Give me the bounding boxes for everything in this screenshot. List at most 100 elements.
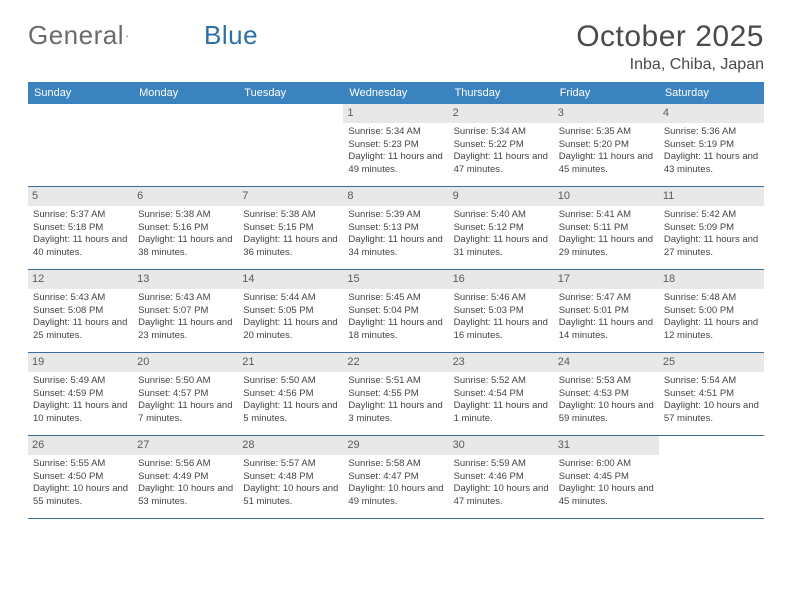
day-detail-line: Sunrise: 5:56 AM [138,458,233,471]
day-detail-line: Sunset: 4:59 PM [33,388,128,401]
day-cell: 19Sunrise: 5:49 AMSunset: 4:59 PMDayligh… [28,353,133,435]
day-detail-line: Sunrise: 5:50 AM [138,375,233,388]
day-detail-line: Daylight: 11 hours and 38 minutes. [138,234,233,260]
day-detail-line: Sunrise: 5:40 AM [454,209,549,222]
day-number: 10 [554,187,659,206]
day-number: 12 [28,270,133,289]
day-detail-line: Sunrise: 5:41 AM [559,209,654,222]
day-cell: 17Sunrise: 5:47 AMSunset: 5:01 PMDayligh… [554,270,659,352]
day-detail-line: Sunset: 5:18 PM [33,222,128,235]
day-detail-line: Daylight: 11 hours and 1 minute. [454,400,549,426]
day-detail-line: Sunset: 4:49 PM [138,471,233,484]
day-detail-line: Sunset: 5:13 PM [348,222,443,235]
weekday-header: Thursday [449,82,554,104]
day-cell: 22Sunrise: 5:51 AMSunset: 4:55 PMDayligh… [343,353,448,435]
day-number: 3 [554,104,659,123]
day-number: 2 [449,104,554,123]
day-detail-line: Sunrise: 5:47 AM [559,292,654,305]
day-number: 4 [659,104,764,123]
day-detail-line: Sunset: 5:03 PM [454,305,549,318]
logo-text-1: General [28,20,124,51]
day-detail-line: Sunset: 4:48 PM [243,471,338,484]
day-number: 19 [28,353,133,372]
day-detail-line: Sunset: 4:50 PM [33,471,128,484]
day-detail-line: Sunset: 4:51 PM [664,388,759,401]
day-detail-line: Sunset: 5:19 PM [664,139,759,152]
day-number: 9 [449,187,554,206]
day-detail-line: Daylight: 11 hours and 27 minutes. [664,234,759,260]
day-detail-line: Sunset: 5:20 PM [559,139,654,152]
day-detail-line: Daylight: 10 hours and 55 minutes. [33,483,128,509]
day-detail-line: Sunrise: 5:38 AM [243,209,338,222]
weekday-header: Saturday [659,82,764,104]
day-detail-line: Sunrise: 5:57 AM [243,458,338,471]
day-detail-line: Daylight: 11 hours and 10 minutes. [33,400,128,426]
day-detail-line: Daylight: 10 hours and 47 minutes. [454,483,549,509]
day-cell: 24Sunrise: 5:53 AMSunset: 4:53 PMDayligh… [554,353,659,435]
day-cell: 5Sunrise: 5:37 AMSunset: 5:18 PMDaylight… [28,187,133,269]
day-cell: 13Sunrise: 5:43 AMSunset: 5:07 PMDayligh… [133,270,238,352]
day-detail-line: Daylight: 11 hours and 34 minutes. [348,234,443,260]
day-detail-line: Sunset: 4:56 PM [243,388,338,401]
day-detail-line: Sunrise: 5:53 AM [559,375,654,388]
day-detail-line: Daylight: 10 hours and 45 minutes. [559,483,654,509]
day-number: 31 [554,436,659,455]
day-number: 25 [659,353,764,372]
day-cell: 11Sunrise: 5:42 AMSunset: 5:09 PMDayligh… [659,187,764,269]
day-detail-line: Sunrise: 6:00 AM [559,458,654,471]
day-detail-line: Sunset: 5:08 PM [33,305,128,318]
day-cell: 20Sunrise: 5:50 AMSunset: 4:57 PMDayligh… [133,353,238,435]
day-cell: 25Sunrise: 5:54 AMSunset: 4:51 PMDayligh… [659,353,764,435]
day-cell: 29Sunrise: 5:58 AMSunset: 4:47 PMDayligh… [343,436,448,518]
day-detail-line: Sunrise: 5:46 AM [454,292,549,305]
day-number: 20 [133,353,238,372]
day-number: 21 [238,353,343,372]
day-detail-line: Sunset: 4:47 PM [348,471,443,484]
day-cell: 21Sunrise: 5:50 AMSunset: 4:56 PMDayligh… [238,353,343,435]
day-cell: . [133,104,238,186]
day-cell: 2 Sunrise: 5:34 AMSunset: 5:22 PMDaylight… [449,104,554,186]
day-cell: . [238,104,343,186]
location: Inba, Chiba, Japan [576,56,764,74]
day-number: 7 [238,187,343,206]
day-detail-line: Daylight: 11 hours and 36 minutes. [243,234,338,260]
day-detail-line: Sunrise: 5:38 AM [138,209,233,222]
day-detail-line: Daylight: 11 hours and 14 minutes. [559,317,654,343]
week-row: ...1Sunrise: 5:34 AMSunset: 5:23 PMDayli… [28,104,764,187]
logo-text-2: Blue [204,20,258,51]
month-title: October 2025 [576,20,764,54]
weeks-container: ...1Sunrise: 5:34 AMSunset: 5:23 PMDayli… [28,104,764,519]
day-detail-line: Sunset: 5:07 PM [138,305,233,318]
day-cell: 27Sunrise: 5:56 AMSunset: 4:49 PMDayligh… [133,436,238,518]
day-detail-line: Sunrise: 5:45 AM [348,292,443,305]
day-detail-line: Daylight: 11 hours and 47 minutes. [454,151,549,177]
day-number: 16 [449,270,554,289]
day-detail-line: Sunrise: 5:34 AM [454,126,549,139]
day-detail-line: Sunset: 5:05 PM [243,305,338,318]
day-cell: 16Sunrise: 5:46 AMSunset: 5:03 PMDayligh… [449,270,554,352]
day-cell: 8Sunrise: 5:39 AMSunset: 5:13 PMDaylight… [343,187,448,269]
day-detail-line: Sunset: 4:55 PM [348,388,443,401]
day-detail-line: Sunrise: 5:48 AM [664,292,759,305]
day-detail-line: Sunrise: 5:54 AM [664,375,759,388]
week-row: 12Sunrise: 5:43 AMSunset: 5:08 PMDayligh… [28,270,764,353]
day-cell: . [28,104,133,186]
day-detail-line: Sunrise: 5:59 AM [454,458,549,471]
day-detail-line: Daylight: 10 hours and 53 minutes. [138,483,233,509]
day-detail-line: Sunrise: 5:34 AM [348,126,443,139]
header: General Blue October 2025 Inba, Chiba, J… [28,20,764,74]
day-cell: 9Sunrise: 5:40 AMSunset: 5:12 PMDaylight… [449,187,554,269]
day-number: 22 [343,353,448,372]
calendar-page: General Blue October 2025 Inba, Chiba, J… [0,0,792,529]
day-number: 13 [133,270,238,289]
day-number: 6 [133,187,238,206]
day-number: 29 [343,436,448,455]
day-cell: 3Sunrise: 5:35 AMSunset: 5:20 PMDaylight… [554,104,659,186]
weekday-header-row: SundayMondayTuesdayWednesdayThursdayFrid… [28,82,764,104]
day-detail-line: Sunset: 5:11 PM [559,222,654,235]
day-detail-line: Sunrise: 5:44 AM [243,292,338,305]
day-cell: 28Sunrise: 5:57 AMSunset: 4:48 PMDayligh… [238,436,343,518]
day-detail-line: Sunrise: 5:42 AM [664,209,759,222]
day-detail-line: Sunset: 5:22 PM [454,139,549,152]
day-number: 24 [554,353,659,372]
